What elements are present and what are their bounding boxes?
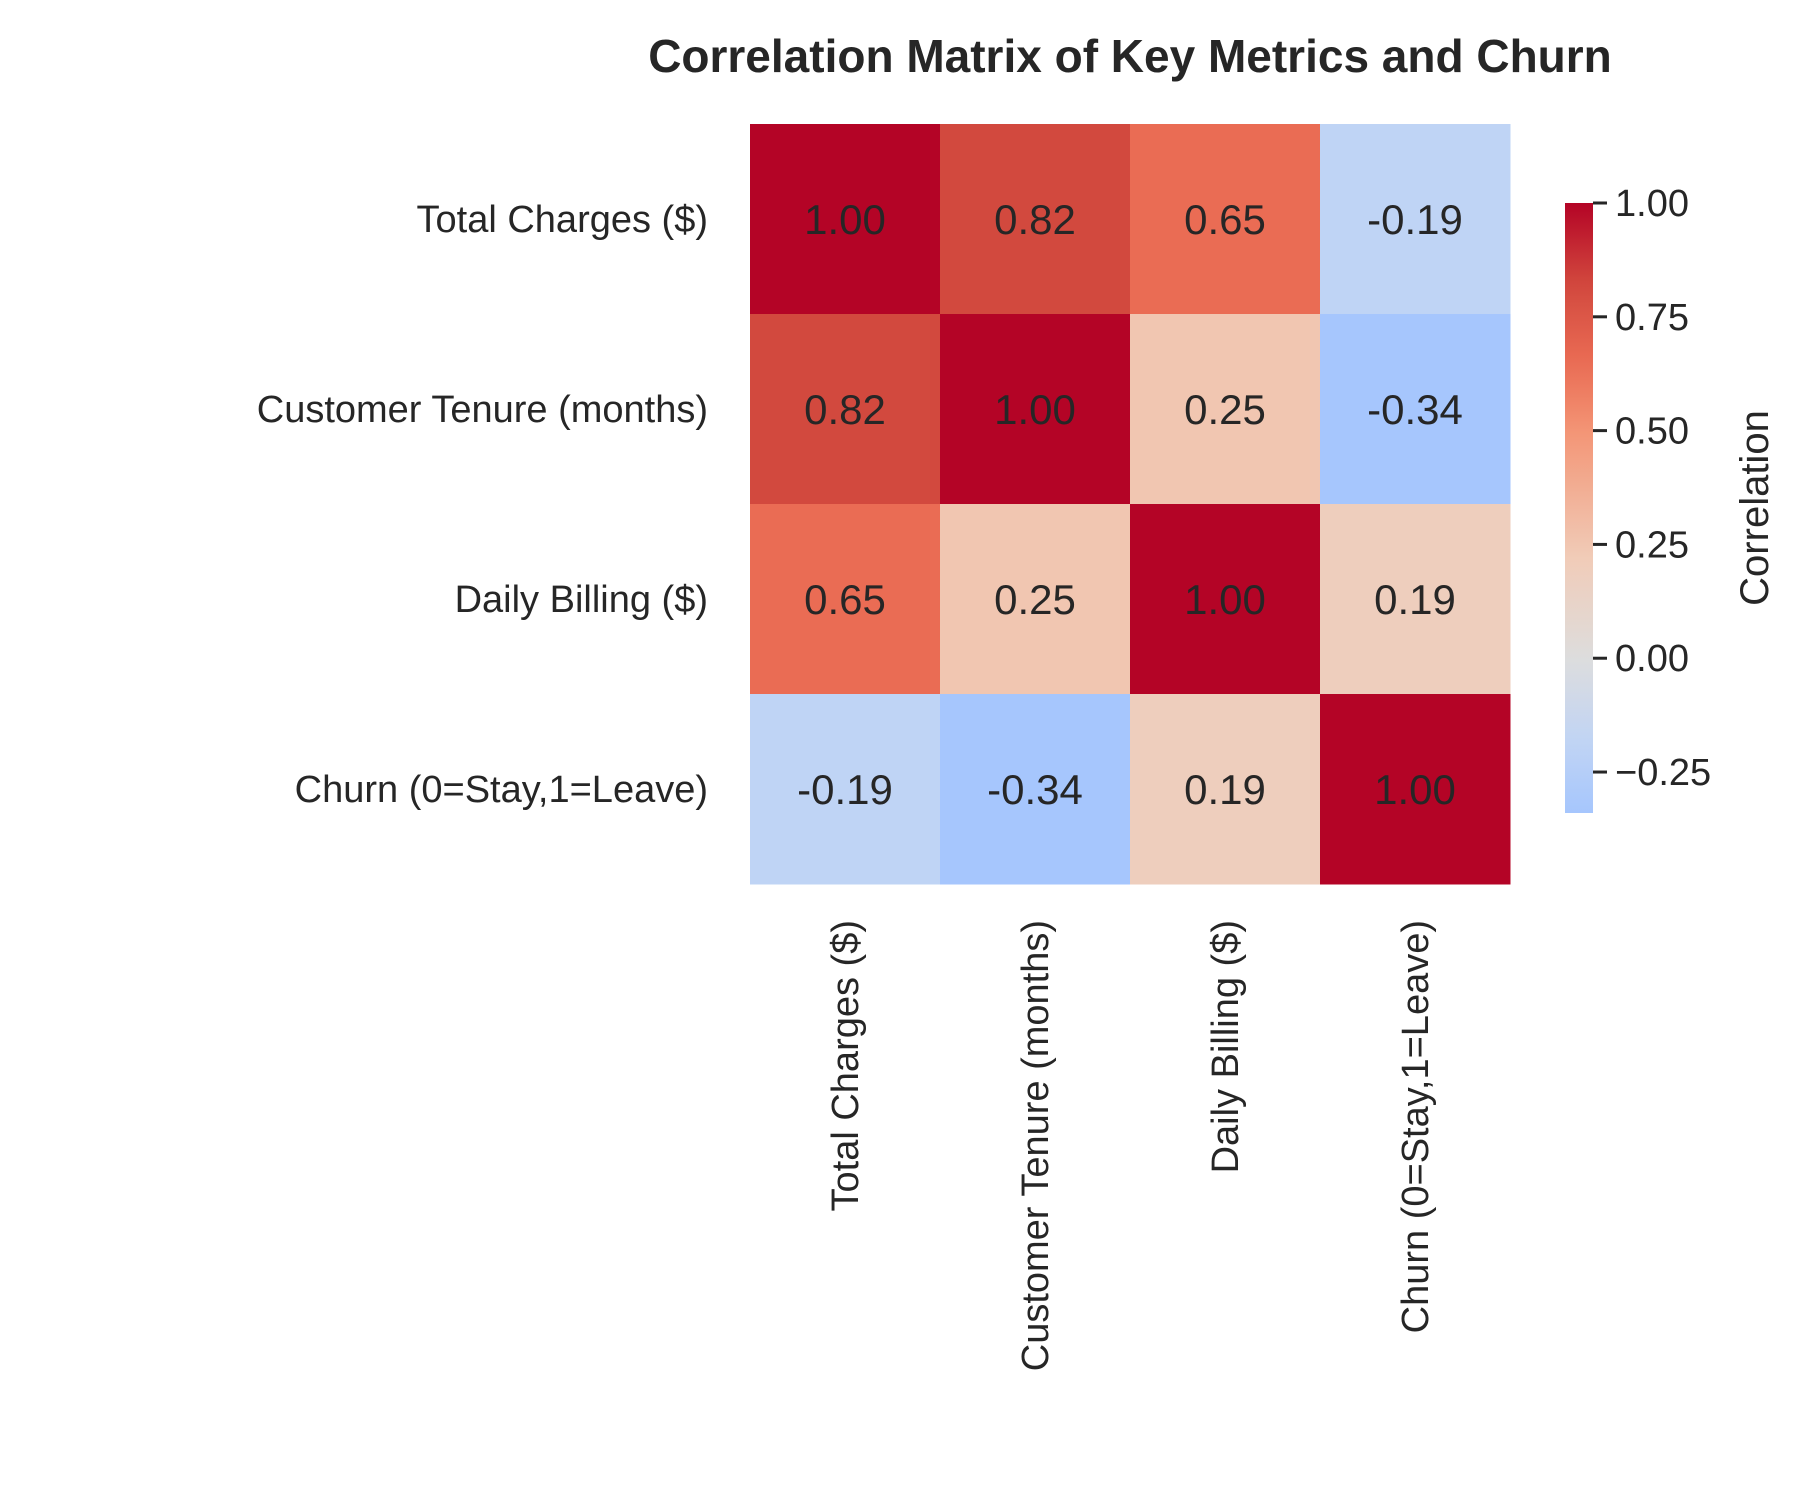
heatmap-cell-r1-c1	[940, 314, 1131, 505]
heatmap-cell-r0-c2	[1130, 124, 1321, 315]
heatmap-cell-r2-c1	[940, 504, 1131, 695]
colorbar-tick-label: 0.50	[1615, 411, 1689, 453]
heatmap-cells: 1.00 0.82 0.65 -0.19 0.82 1.00 0.25 -0.34 0.65 0.…	[750, 124, 1511, 885]
x-tick-label: Total Charges ($)	[825, 920, 867, 1211]
heatmap-cell-r2-c3	[1320, 504, 1511, 695]
y-tick-label: Churn (0=Stay,1=Leave)	[295, 769, 708, 811]
colorbar-label: Correlation	[1733, 410, 1777, 606]
heatmap-cell-r3-c2	[1130, 694, 1321, 885]
cell-value-label-r2-c2: 1.00	[1184, 576, 1266, 623]
heatmap-cell-r0-c3	[1320, 124, 1511, 315]
y-tick-label: Total Charges ($)	[417, 199, 708, 241]
heatmap-cell-r2-c2	[1130, 504, 1321, 695]
x-tick-label: Daily Billing ($)	[1205, 920, 1247, 1173]
colorbar-tick-label: 1.00	[1615, 183, 1689, 225]
y-axis-tick-labels: Total Charges ($) Customer Tenure (months…	[257, 199, 708, 811]
colorbar-gradient	[1565, 203, 1593, 813]
heatmap-cell-r1-c2	[1130, 314, 1321, 505]
colorbar-tick-label: 0.75	[1615, 297, 1689, 339]
x-tick-label: Customer Tenure (months)	[1015, 920, 1057, 1371]
cell-value-label-r1-c0: 0.82	[804, 386, 886, 433]
heatmap-cell-r0-c0	[750, 124, 941, 315]
cell-value-label-r0-c1: 0.82	[994, 196, 1076, 243]
colorbar-tick-label: 0.00	[1615, 638, 1689, 680]
cell-value-label-r0-c0: 1.00	[804, 196, 886, 243]
x-tick-label: Churn (0=Stay,1=Leave)	[1395, 920, 1437, 1333]
cell-value-label-r0-c2: 0.65	[1184, 196, 1266, 243]
heatmap-cell-r3-c3	[1320, 694, 1511, 885]
cell-value-label-r1-c3: -0.34	[1367, 386, 1463, 433]
colorbar: 1.00 0.75 0.50 0.25 0.00 −0.25 Correlation	[1565, 183, 1777, 813]
x-axis-tick-labels: Total Charges ($) Customer Tenure (months…	[825, 920, 1437, 1371]
cell-value-label-r2-c1: 0.25	[994, 576, 1076, 623]
heatmap-cell-r1-c3	[1320, 314, 1511, 505]
heatmap-cell-r3-c0	[750, 694, 941, 885]
y-tick-label: Daily Billing ($)	[455, 579, 708, 621]
cell-value-label-r0-c3: -0.19	[1367, 196, 1463, 243]
cell-value-label-r1-c1: 1.00	[994, 386, 1076, 433]
cell-value-label-r3-c0: -0.19	[797, 766, 893, 813]
y-tick-label: Customer Tenure (months)	[257, 389, 708, 431]
cell-value-label-r3-c1: -0.34	[987, 766, 1083, 813]
heatmap-cell-r0-c1	[940, 124, 1131, 315]
heatmap-cell-r2-c0	[750, 504, 941, 695]
cell-value-label-r2-c0: 0.65	[804, 576, 886, 623]
cell-value-label-r3-c3: 1.00	[1374, 766, 1456, 813]
chart-title: Correlation Matrix of Key Metrics and Ch…	[648, 30, 1612, 82]
heatmap-cell-r1-c0	[750, 314, 941, 505]
cell-value-label-r1-c2: 0.25	[1184, 386, 1266, 433]
cell-value-label-r2-c3: 0.19	[1374, 576, 1456, 623]
cell-value-label-r3-c2: 0.19	[1184, 766, 1266, 813]
heatmap-cell-r3-c1	[940, 694, 1131, 885]
colorbar-tick-label: −0.25	[1615, 752, 1711, 794]
colorbar-tick-label: 0.25	[1615, 524, 1689, 566]
